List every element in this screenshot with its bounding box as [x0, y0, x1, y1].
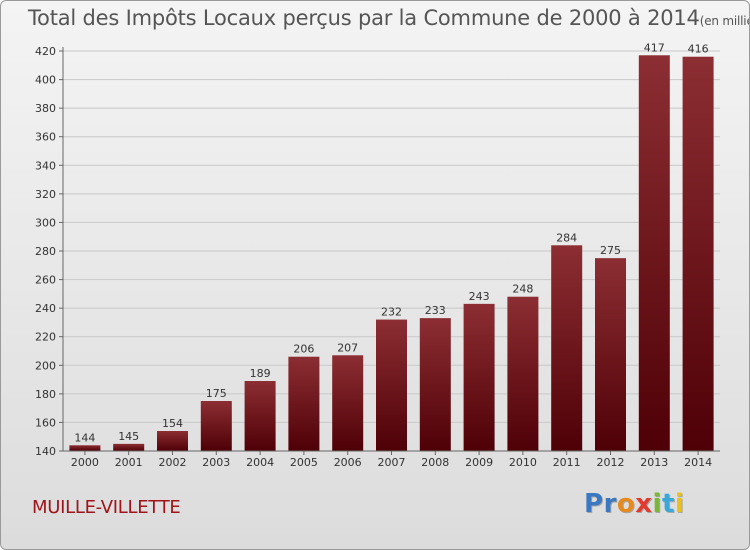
logo-letter: t — [661, 489, 675, 519]
logo-letter: r — [603, 489, 617, 519]
logo-letter: o — [616, 489, 636, 519]
bar — [419, 318, 451, 451]
axes: 140 160 180 200 220 240 260 280 300 320 340 360 380 4… — [35, 45, 720, 469]
bar — [638, 55, 670, 452]
x-tick-label: 2002 — [159, 456, 187, 469]
logo-letter: i — [652, 489, 662, 519]
data-label: 417 — [644, 41, 665, 54]
y-tick-label: 360 — [35, 131, 56, 144]
data-label: 416 — [688, 43, 709, 56]
bar — [682, 56, 714, 451]
x-tick-label: 2001 — [115, 456, 143, 469]
y-tick-label: 220 — [35, 331, 56, 344]
bar — [507, 296, 539, 451]
data-label: 144 — [74, 431, 95, 444]
data-label: 189 — [250, 367, 271, 380]
bar — [376, 319, 407, 451]
x-tick-label: 2011 — [553, 456, 581, 469]
y-tick-label: 340 — [35, 159, 56, 172]
bars — [69, 55, 714, 452]
y-tick-label: 140 — [35, 445, 56, 458]
commune-name: MUILLE-VILLETTE — [32, 497, 181, 518]
data-label: 233 — [425, 304, 446, 317]
x-tick-label: 2005 — [290, 456, 318, 469]
y-tick-label: 160 — [35, 416, 56, 429]
x-tick-label: 2010 — [509, 456, 537, 469]
x-tick-label: 2006 — [334, 456, 362, 469]
x-tick-label: 2012 — [597, 456, 625, 469]
x-tick-label: 2013 — [640, 456, 668, 469]
bar — [200, 401, 232, 451]
x-tick-label: 2000 — [71, 456, 99, 469]
y-tick-label: 400 — [35, 74, 56, 87]
y-tick-label: 320 — [35, 188, 56, 201]
y-tick-label: 420 — [35, 45, 56, 58]
data-label: 248 — [512, 283, 533, 296]
data-label: 175 — [206, 387, 227, 400]
y-tick-label: 260 — [35, 274, 56, 287]
logo-letter: i — [674, 489, 685, 519]
x-tick-label: 2008 — [421, 456, 449, 469]
chart-title: Total des Impôts Locaux perçus par la Co… — [28, 6, 749, 30]
y-tick-label: 300 — [35, 216, 56, 229]
data-label: 232 — [381, 306, 402, 319]
data-label: 145 — [118, 430, 139, 443]
bar — [595, 258, 626, 451]
y-tick-label: 240 — [35, 302, 56, 315]
logo-letter: P — [584, 489, 604, 519]
bar — [69, 445, 101, 451]
bar — [288, 356, 320, 451]
bar — [332, 355, 364, 451]
data-label: 243 — [469, 290, 490, 303]
data-labels: 144 145 154 175 189 206 207 232 233 243 248 284 275 4… — [74, 41, 708, 444]
bar — [113, 443, 145, 451]
data-label: 206 — [293, 343, 314, 356]
y-tick-label: 180 — [35, 388, 56, 401]
bar — [463, 303, 495, 451]
x-tick-label: 2014 — [684, 456, 712, 469]
x-tick-label: 2007 — [378, 456, 406, 469]
x-tick-label: 2009 — [465, 456, 493, 469]
bar — [551, 245, 583, 451]
y-tick-label: 380 — [35, 102, 56, 115]
chart-title-unit: (en milliers d'€) — [699, 14, 749, 28]
bar — [244, 381, 276, 451]
data-label: 207 — [337, 341, 358, 354]
x-tick-label: 2003 — [202, 456, 230, 469]
y-tick-label: 200 — [35, 359, 56, 372]
proxiti-logo[interactable]: Proxiti — [584, 489, 684, 519]
data-label: 284 — [556, 231, 577, 244]
chart-title-text: Total des Impôts Locaux perçus par la Co… — [28, 6, 700, 30]
data-label: 275 — [600, 244, 621, 257]
bar — [157, 431, 188, 451]
logo-letter: x — [635, 489, 653, 519]
x-tick-label: 2004 — [246, 456, 274, 469]
y-tick-label: 280 — [35, 245, 56, 258]
data-label: 154 — [162, 417, 183, 430]
